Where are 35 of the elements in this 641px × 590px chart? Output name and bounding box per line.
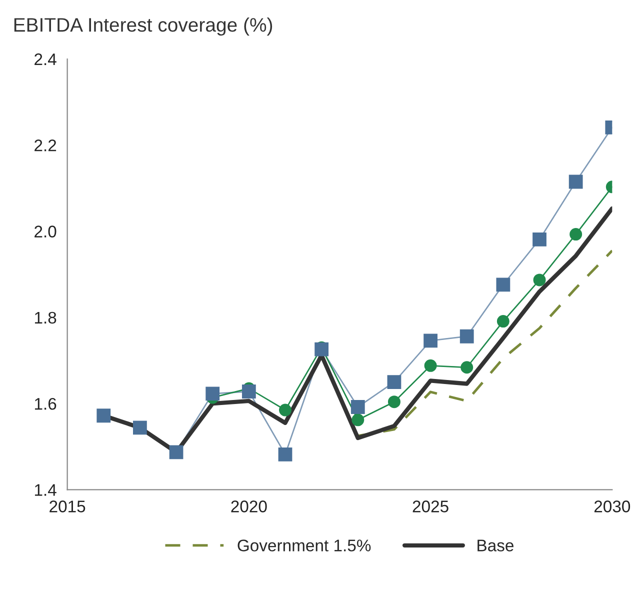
point — [460, 329, 474, 344]
x-tick-label: 2020 — [231, 500, 267, 512]
y-tick-label: 1.8 — [34, 312, 56, 324]
point — [314, 342, 329, 356]
point — [533, 274, 546, 286]
point — [496, 278, 510, 292]
legend-label: Base — [478, 540, 514, 552]
point — [387, 375, 402, 389]
point — [424, 334, 438, 348]
y-tick-label: 2.4 — [34, 53, 56, 66]
x-tick-label: 2015 — [50, 500, 86, 512]
x-tick-label: 2025 — [412, 500, 448, 512]
point — [424, 359, 437, 372]
point — [350, 400, 365, 414]
point — [133, 420, 147, 435]
point — [568, 174, 583, 189]
point — [532, 232, 546, 246]
chart-title: EBITDA Interest coverage (%) — [14, 17, 272, 36]
x-tick-label: 2030 — [594, 500, 630, 512]
point — [278, 447, 292, 462]
point — [460, 361, 474, 374]
point — [169, 445, 184, 460]
point — [570, 228, 582, 241]
point — [388, 396, 400, 408]
point — [278, 404, 292, 416]
y-tick-label: 1.6 — [34, 398, 56, 410]
point — [496, 315, 510, 328]
y-tick-label: 2.2 — [34, 140, 56, 152]
y-tick-label: 2.0 — [34, 226, 56, 238]
y-tick-label: 1.4 — [34, 484, 56, 496]
point — [206, 386, 220, 401]
point — [352, 414, 364, 426]
legend-label: Government 1.5% — [238, 540, 371, 552]
point — [96, 408, 111, 423]
point — [242, 384, 256, 398]
